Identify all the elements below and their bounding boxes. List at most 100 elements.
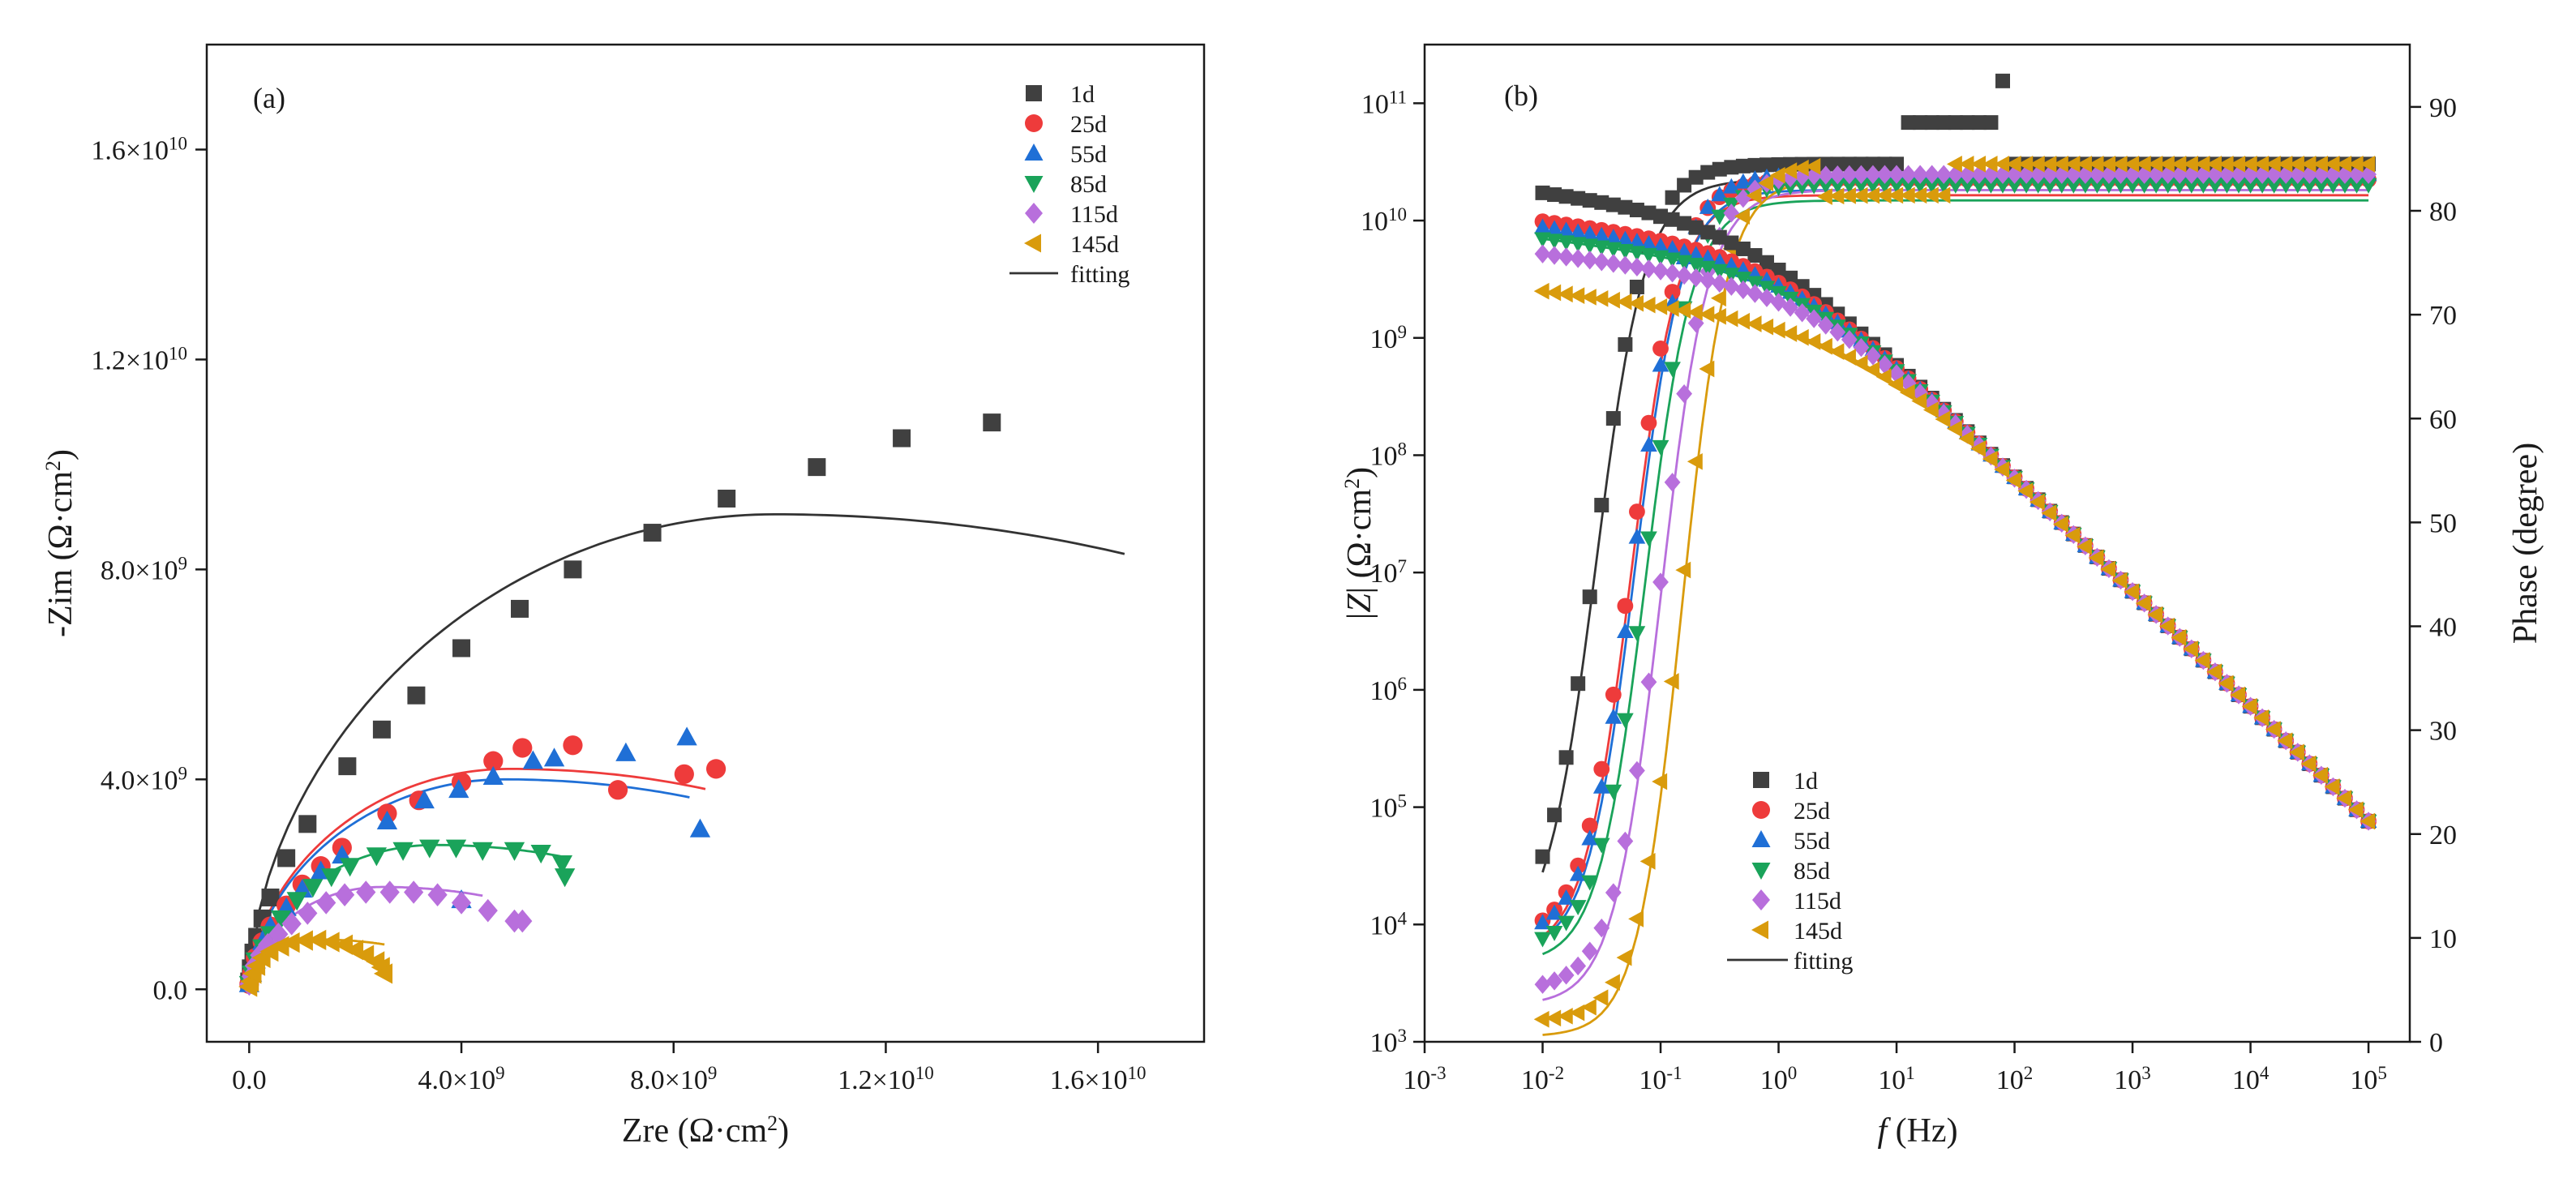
bode-modulus-point-145d	[1781, 325, 1798, 342]
bode-y-tick-label: 109	[1370, 321, 1408, 354]
bode-modulus-point-145d	[1935, 410, 1951, 428]
bode-phase-point-115d	[2195, 165, 2212, 184]
bode-phase-point-1d	[1629, 279, 1644, 294]
bode-phase-point-1d	[1747, 157, 1763, 173]
bode-phase-point-145d	[1816, 188, 1832, 205]
bode-y2-tick-label: 10	[2429, 924, 2457, 954]
bode-phase-point-115d	[1841, 165, 1858, 185]
bode-phase-point-145d	[2312, 155, 2328, 173]
bode-phase-point-85d	[1958, 178, 1976, 194]
bode-modulus-point-85d	[1581, 238, 1599, 255]
bode-phase-point-85d	[2336, 178, 2354, 194]
bode-modulus-point-55d	[1569, 223, 1587, 239]
bode-legend-label-1d: 1d	[1794, 768, 1818, 795]
bode-y2-tick-label: 0	[2429, 1028, 2443, 1058]
bode-y2-axis-title: Phase (degree)	[2507, 443, 2544, 644]
bode-modulus-point-145d	[1864, 361, 1880, 379]
bode-phase-point-115d	[1570, 956, 1587, 976]
bode-legend-marker-25d	[1752, 801, 1770, 819]
bode-phase-point-115d	[2348, 165, 2365, 184]
bode-phase-point-115d	[1806, 165, 1823, 186]
bode-phase-point-55d	[1747, 170, 1764, 186]
bode-x-tick-label: 100	[1760, 1063, 1798, 1096]
bode-phase-point-85d	[2253, 178, 2271, 194]
bode-phase-point-145d	[1864, 186, 1880, 204]
bode-y-tick-label: 103	[1370, 1026, 1408, 1059]
bode-modulus-point-145d	[1605, 291, 1620, 309]
bode-phase-point-85d	[1828, 178, 1846, 195]
bode-phase-point-85d	[1581, 875, 1599, 891]
nyquist-y-tick-label: 1.2×1010	[91, 343, 187, 376]
bode-y-tick-label: 1010	[1361, 204, 1407, 238]
bode-phase-point-85d	[2312, 178, 2330, 194]
bode-phase-point-145d	[1899, 186, 1915, 204]
bode-x-tick-label: 101	[1878, 1063, 1915, 1096]
bode-x-tick-label: 105	[2350, 1063, 2387, 1096]
bode-phase-point-1d	[1877, 156, 1892, 172]
bode-panel: (b) 10-3 10-2 10-1 100 101 102 103 104 105103104…	[1340, 43, 2544, 1150]
nyquist-point-1d	[407, 686, 426, 705]
bode-legend-marker-1d	[1753, 772, 1769, 788]
bode-phase-point-145d	[2077, 155, 2092, 173]
bode-phase-point-85d	[2124, 178, 2141, 194]
bode-modulus-point-115d	[1629, 257, 1645, 277]
bode-phase-point-1d	[1688, 169, 1704, 185]
bode-phase-point-1d	[1665, 190, 1680, 205]
bode-modulus-point-145d	[1722, 310, 1738, 328]
bode-phase-point-115d	[1676, 383, 1693, 404]
bode-phase-point-85d	[1841, 178, 1858, 194]
bode-modulus-point-115d	[1687, 268, 1704, 288]
bode-x-tick-label: 10-2	[1521, 1063, 1564, 1096]
bode-modulus-point-115d	[1534, 244, 1551, 263]
nyquist-point-1d	[511, 599, 529, 618]
bode-phase-point-145d	[1605, 974, 1620, 992]
bode-modulus-point-1d	[1771, 262, 1786, 277]
bode-y-tick-label: 104	[1370, 908, 1408, 941]
bode-modulus-point-145d	[1793, 328, 1809, 346]
bode-phase-point-145d	[1946, 155, 1962, 173]
bode-phase-point-1d	[1889, 156, 1905, 172]
bode-phase-point-85d	[2230, 178, 2248, 194]
nyquist-point-115d	[335, 883, 355, 907]
bode-phase-point-85d	[1876, 178, 1893, 194]
nyquist-point-55d	[689, 818, 711, 837]
bode-phase-point-145d	[1793, 159, 1809, 177]
nyquist-point-85d	[504, 842, 525, 861]
bode-modulus-point-115d	[1782, 298, 1798, 317]
bode-modulus-point-145d	[2171, 629, 2187, 646]
bode-phase-point-85d	[2077, 178, 2094, 194]
bode-phase-point-1d	[1960, 115, 1975, 131]
nyquist-point-1d	[452, 639, 471, 658]
bode-phase-point-145d	[2336, 155, 2352, 173]
bode-modulus-point-145d	[1699, 306, 1715, 323]
bode-phase-point-85d	[2360, 178, 2377, 194]
nyquist-point-85d	[270, 910, 292, 930]
bode-y2-tick-label: 50	[2429, 508, 2457, 538]
nyquist-fit-lines	[247, 513, 1125, 990]
bode-data-points	[1533, 73, 2377, 1028]
bode-phase-point-85d	[1664, 362, 1681, 378]
nyquist-point-115d	[298, 902, 318, 925]
bode-phase-point-145d	[1616, 949, 1632, 966]
bode-phase-point-115d	[1546, 971, 1562, 991]
bode-y2-tick-label: 20	[2429, 820, 2457, 850]
bode-phase-point-145d	[2277, 155, 2293, 173]
bode-phase-point-1d	[1901, 115, 1916, 131]
bode-phase-point-145d	[2052, 155, 2068, 173]
bode-phase-point-145d	[1958, 155, 1974, 173]
bode-modulus-point-115d	[1865, 346, 1881, 366]
nyquist-x-tick-label: 1.6×1010	[1050, 1063, 1147, 1096]
nyquist-y-tick-label: 0.0	[153, 975, 188, 1005]
nyquist-point-85d	[472, 842, 493, 861]
nyquist-point-115d	[404, 880, 424, 904]
bode-modulus-point-85d	[1734, 272, 1752, 288]
bode-phase-point-145d	[2171, 155, 2187, 173]
bode-phase-point-145d	[1592, 989, 1609, 1007]
bode-phase-point-1d	[1830, 156, 1845, 172]
nyquist-panel-label: (a)	[253, 82, 285, 114]
bode-modulus-point-55d	[1581, 225, 1599, 241]
bode-modulus-point-55d	[1699, 249, 1717, 265]
bode-phase-point-145d	[2230, 155, 2246, 173]
nyquist-x-tick-label: 0.0	[232, 1065, 267, 1095]
bode-phase-point-85d	[2265, 178, 2283, 194]
